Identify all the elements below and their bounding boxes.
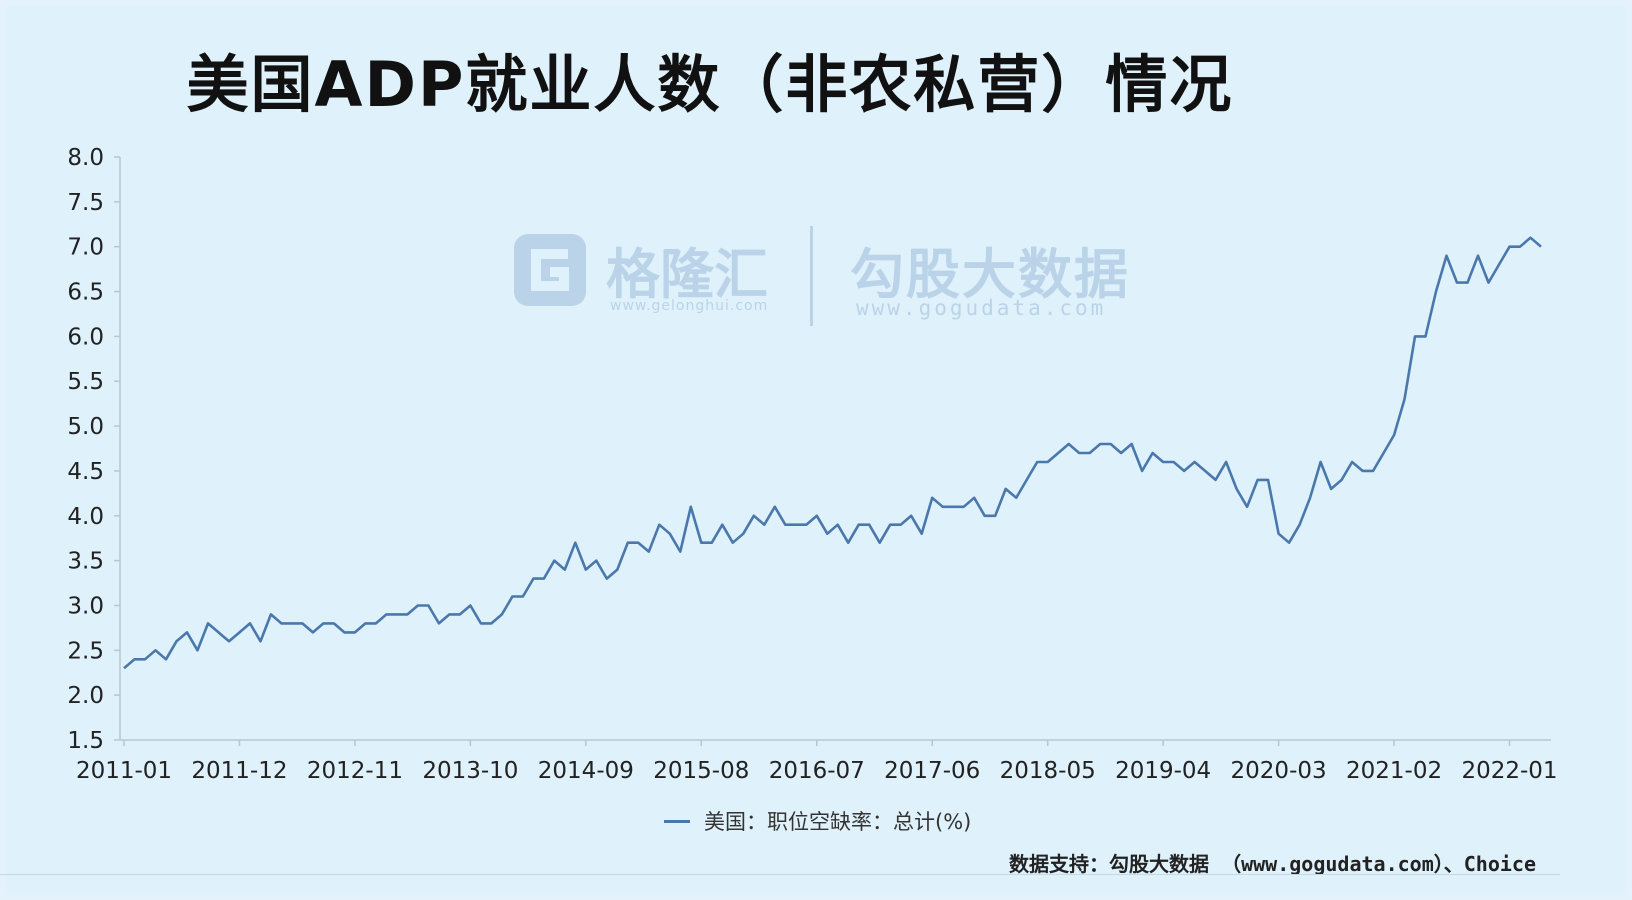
x-tick-label: 2022-01 — [1461, 758, 1557, 784]
y-tick-label: 4.0 — [67, 504, 104, 530]
x-tick-label: 2011-12 — [191, 758, 287, 784]
footer-divider — [0, 874, 1560, 875]
y-tick-label: 1.5 — [67, 728, 104, 754]
y-tick-label: 7.0 — [67, 235, 104, 261]
y-tick-label: 4.5 — [67, 459, 104, 485]
y-tick-label: 6.5 — [67, 280, 104, 306]
x-tick-label: 2017-06 — [884, 758, 980, 784]
y-axis: 8.0 7.5 7.0 6.5 6.0 5.5 5.0 4.5 4.0 3.5 3.0 2.5 2.0 1… — [67, 145, 121, 754]
watermark-brand-gogudata: 勾股大数据 — [850, 243, 1130, 306]
watermark-brand-gelonghui: 格隆汇 — [606, 243, 768, 306]
series-layer — [123, 236, 1542, 670]
y-tick-label: 5.5 — [67, 369, 104, 395]
x-tick-label: 2021-02 — [1346, 758, 1442, 784]
chart-title: 美国ADP就业人数（非农私营）情况 — [186, 48, 1234, 121]
x-axis: 2011-01 2011-12 2012-11 2013-10 2014-09 2015-… — [76, 739, 1558, 784]
chart-card — [6, 6, 1626, 894]
y-tick-label: 2.0 — [67, 683, 104, 709]
y-tick-label: 3.5 — [67, 549, 104, 575]
y-tick-label: 2.5 — [67, 638, 104, 664]
y-tick-label: 8.0 — [67, 145, 104, 171]
watermark-divider — [810, 226, 813, 326]
gelonghui-logo-icon — [514, 234, 586, 306]
y-tick-label: 7.5 — [67, 190, 104, 216]
x-tick-label: 2014-09 — [538, 758, 634, 784]
source-note: 数据支持：勾股大数据 （www.gogudata.com）、Choice — [1009, 852, 1536, 876]
x-tick-label: 2011-01 — [76, 758, 172, 784]
legend: 美国：职位空缺率：总计(%) — [664, 806, 971, 836]
legend-label: 美国：职位空缺率：总计(%) — [704, 810, 972, 834]
x-tick-label: 2020-03 — [1231, 758, 1327, 784]
x-tick-label: 2018-05 — [1000, 758, 1096, 784]
legend-swatch — [664, 819, 690, 823]
x-tick-label: 2012-11 — [307, 758, 403, 784]
series-line-job-openings-rate — [123, 236, 1542, 670]
x-tick-label: 2019-04 — [1115, 758, 1211, 784]
y-tick-label: 3.0 — [67, 593, 104, 619]
y-tick-label: 5.0 — [67, 414, 104, 440]
watermark-url-gelonghui: www.gelonghui.com — [610, 298, 769, 314]
x-tick-label: 2015-08 — [653, 758, 749, 784]
watermark-url-gogudata: www.gogudata.com — [856, 296, 1107, 320]
y-tick-label: 6.0 — [67, 324, 104, 350]
x-tick-label: 2016-07 — [769, 758, 865, 784]
x-tick-label: 2013-10 — [422, 758, 518, 784]
